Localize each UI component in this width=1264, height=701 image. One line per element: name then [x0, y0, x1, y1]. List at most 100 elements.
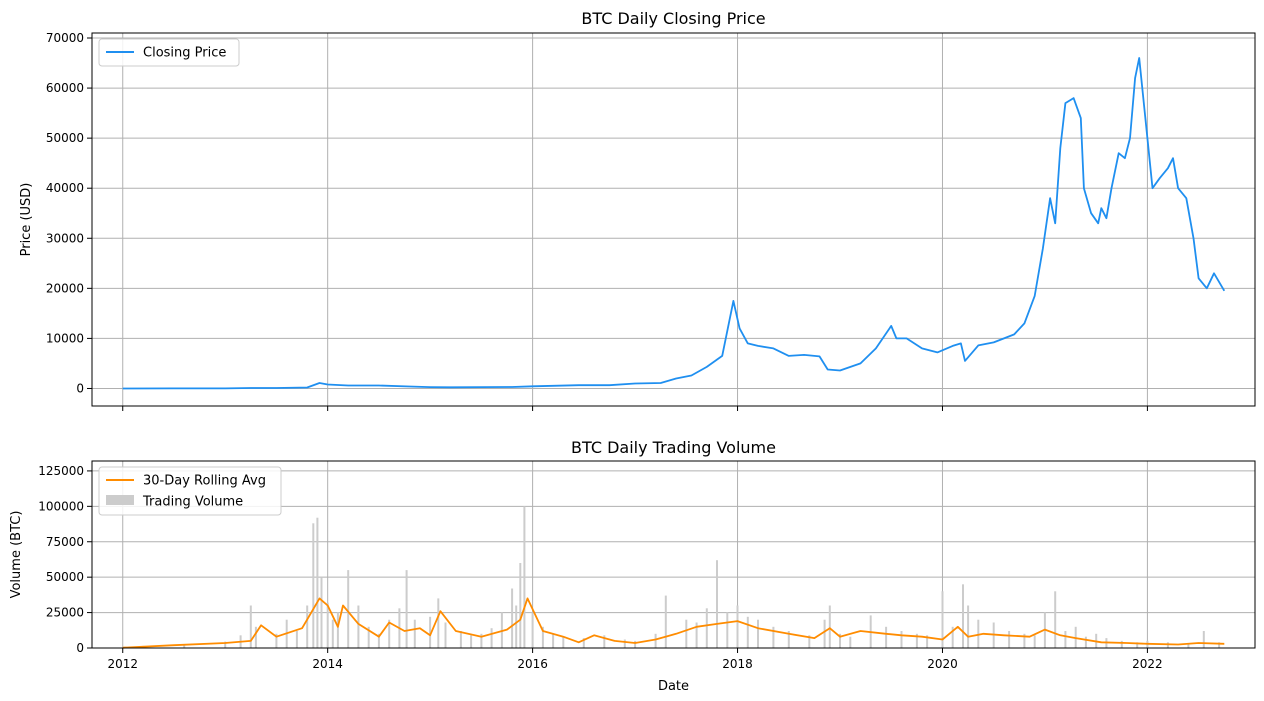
volume-bar: [828, 605, 831, 648]
volume-series-layer: [122, 597, 1225, 649]
volume-ticks: 2012 2014 2016 2018 2020 2022 0 25000 50000 75000…: [38, 464, 1162, 671]
volume-bar: [695, 622, 698, 648]
price-y-axis-label: Price (USD): [19, 183, 34, 257]
volume-bar: [470, 635, 473, 649]
volume-bar: [757, 619, 759, 648]
volume-bar: [962, 584, 964, 649]
volume-bar: [515, 605, 518, 648]
price-y-tick-label: 60000: [46, 81, 84, 95]
volume-y-tick-label: 125000: [38, 464, 84, 478]
volume-bar: [746, 616, 749, 648]
volume-x-tick-label: 2018: [722, 657, 753, 671]
volume-bar: [664, 595, 667, 648]
volume-bar: [685, 619, 688, 648]
volume-x-axis-label: Date: [658, 679, 689, 694]
volume-bar: [183, 644, 186, 648]
volume-bar: [254, 626, 257, 649]
volume-bar: [388, 619, 391, 648]
volume-bar: [377, 633, 380, 648]
volume-y-axis-label: Volume (BTC): [9, 511, 24, 599]
volume-bar: [459, 631, 462, 648]
volume-legend-swatch-trading-volume: [106, 495, 134, 505]
volume-bar: [977, 619, 980, 648]
price-y-tick-label: 50000: [46, 131, 84, 145]
volume-bar: [1033, 635, 1036, 649]
price-y-tick-label: 40000: [46, 181, 84, 195]
volume-bar: [1202, 631, 1205, 648]
price-y-tick-label: 30000: [46, 231, 84, 245]
volume-bar: [808, 635, 811, 649]
volume-bar: [429, 616, 432, 648]
volume-bar: [357, 605, 360, 648]
volume-bar: [511, 588, 514, 648]
volume-bar: [437, 598, 440, 648]
volume-bar: [367, 626, 370, 649]
volume-bar: [736, 605, 739, 648]
volume-bar: [405, 570, 408, 648]
volume-bar: [1120, 640, 1123, 648]
volume-bar: [634, 640, 637, 648]
volume-bar: [306, 605, 309, 648]
volume-bar: [444, 622, 447, 648]
volume-bar: [654, 633, 657, 648]
volume-bar: [347, 570, 350, 648]
volume-bar: [295, 631, 298, 648]
volume-x-tick-label: 2012: [107, 657, 138, 671]
volume-bar: [926, 635, 929, 649]
volume-y-tick-label: 75000: [46, 535, 84, 549]
volume-bar: [331, 619, 334, 648]
price-plot-background: [92, 33, 1255, 406]
volume-bar: [523, 506, 526, 648]
volume-bar: [772, 626, 775, 649]
price-axes-frame: [91, 32, 1256, 407]
price-y-tick-label: 0: [76, 381, 84, 395]
volume-bar: [336, 612, 339, 648]
price-legend-label-closing-price: Closing Price: [143, 46, 226, 61]
volume-y-tick-label: 0: [76, 641, 84, 655]
volume-x-tick-label: 2022: [1132, 657, 1163, 671]
volume-bar: [1023, 633, 1026, 648]
price-chart-title: BTC Daily Closing Price: [581, 9, 765, 28]
volume-legend-label-rolling-avg: 30-Day Rolling Avg: [143, 474, 266, 489]
volume-bar: [1136, 642, 1139, 648]
price-y-tick-label: 10000: [46, 331, 84, 345]
volume-bar: [823, 619, 826, 648]
volume-bar: [967, 605, 970, 648]
volume-bar: [726, 612, 729, 648]
volume-legend-label-trading-volume: Trading Volume: [142, 495, 243, 510]
volume-bar: [531, 612, 534, 648]
price-chart: 0 10000 20000 30000 40000 50000 60000 70000 BTC…: [19, 9, 1256, 411]
volume-bar: [1064, 631, 1067, 648]
volume-bar: [839, 633, 841, 648]
volume-bar: [885, 626, 888, 649]
rolling-avg-line: [122, 597, 1225, 649]
price-gridlines: [92, 33, 1255, 406]
volume-y-tick-label: 25000: [46, 606, 84, 620]
volume-bar: [1084, 636, 1087, 648]
volume-bar: [552, 633, 555, 648]
volume-bar: [224, 641, 227, 648]
volume-bar: [275, 633, 278, 648]
volume-bar: [915, 633, 918, 648]
volume-bar: [490, 628, 493, 648]
volume-bar: [562, 636, 565, 648]
volume-x-tick-label: 2016: [517, 657, 548, 671]
volume-legend: 30-Day Rolling Avg Trading Volume: [98, 466, 282, 516]
price-legend: Closing Price: [98, 38, 240, 67]
volume-bar: [413, 619, 416, 648]
volume-bar: [1218, 642, 1221, 648]
volume-bar: [480, 633, 483, 648]
volume-y-tick-label: 50000: [46, 570, 84, 584]
volume-plot-background: [92, 461, 1255, 648]
volume-bar: [603, 635, 606, 649]
volume-bar: [849, 636, 852, 648]
volume-bar: [316, 517, 319, 648]
volume-bar: [623, 639, 626, 648]
volume-bar: [900, 631, 903, 648]
price-ticks: 0 10000 20000 30000 40000 50000 60000 70000: [46, 31, 1148, 411]
volume-bar: [1008, 631, 1011, 648]
volume-chart: 2012 2014 2016 2018 2020 2022 0 25000 50000 75000…: [9, 438, 1256, 694]
volume-bar: [1187, 643, 1190, 649]
closing-price-line: [122, 57, 1226, 390]
